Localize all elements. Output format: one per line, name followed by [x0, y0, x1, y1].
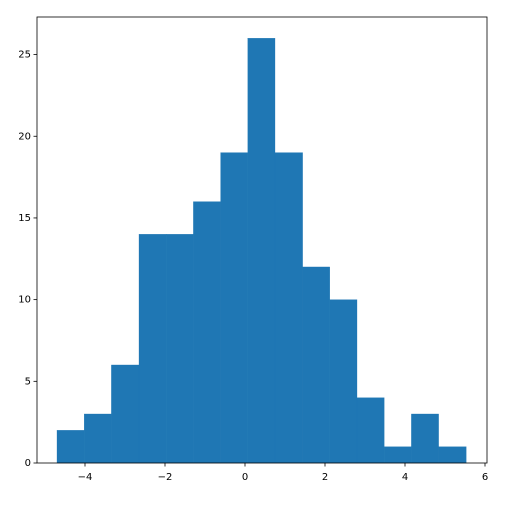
x-tick-label: −2 — [158, 472, 173, 483]
y-tick-label: 10 — [18, 295, 31, 306]
plot-frame — [36, 16, 488, 464]
x-tick-label: 4 — [402, 472, 408, 483]
y-tick-label: 20 — [18, 131, 31, 142]
bar — [438, 446, 467, 464]
y-tick-label: 0 — [25, 458, 31, 469]
bar — [302, 266, 330, 464]
bar — [84, 413, 112, 464]
y-tick-label: 5 — [25, 376, 31, 387]
bar — [56, 430, 85, 464]
bar — [411, 413, 439, 464]
x-tick-label: −4 — [78, 472, 93, 483]
x-tick-label: 0 — [242, 472, 248, 483]
bar — [220, 152, 248, 464]
x-tick-label: 2 — [322, 472, 328, 483]
bar — [166, 234, 194, 464]
bar — [193, 201, 221, 464]
bar — [274, 152, 303, 464]
bar — [329, 299, 358, 464]
x-tick-label: 6 — [482, 472, 488, 483]
bar — [111, 364, 140, 464]
bar — [247, 38, 276, 464]
y-tick-label: 15 — [18, 213, 31, 224]
bar — [138, 234, 167, 464]
y-tick-label: 25 — [18, 50, 31, 61]
bar — [356, 397, 385, 464]
bar — [384, 446, 412, 464]
